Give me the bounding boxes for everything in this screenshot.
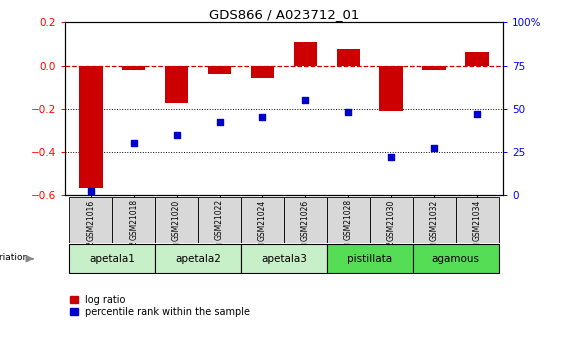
FancyBboxPatch shape xyxy=(412,244,498,273)
Text: GSM21016: GSM21016 xyxy=(86,199,95,240)
Bar xyxy=(380,66,403,111)
FancyBboxPatch shape xyxy=(198,197,241,243)
FancyBboxPatch shape xyxy=(69,244,155,273)
Bar xyxy=(294,42,317,66)
Text: GSM21022: GSM21022 xyxy=(215,199,224,240)
Point xyxy=(301,97,310,103)
FancyBboxPatch shape xyxy=(155,244,241,273)
Legend: log ratio, percentile rank within the sample: log ratio, percentile rank within the sa… xyxy=(70,295,250,317)
Title: GDS866 / A023712_01: GDS866 / A023712_01 xyxy=(208,8,359,21)
Text: GSM21018: GSM21018 xyxy=(129,199,138,240)
FancyBboxPatch shape xyxy=(155,197,198,243)
Point xyxy=(344,109,353,115)
Point xyxy=(86,189,95,194)
Bar xyxy=(466,51,489,66)
Text: GSM21028: GSM21028 xyxy=(344,199,353,240)
Point xyxy=(258,115,267,120)
FancyBboxPatch shape xyxy=(241,197,284,243)
FancyBboxPatch shape xyxy=(412,197,455,243)
Bar xyxy=(251,66,274,78)
Point xyxy=(172,132,181,137)
Text: apetala3: apetala3 xyxy=(261,254,307,264)
FancyBboxPatch shape xyxy=(327,244,412,273)
Point xyxy=(429,146,438,151)
Text: pistillata: pistillata xyxy=(347,254,392,264)
Bar xyxy=(208,66,231,74)
FancyBboxPatch shape xyxy=(327,197,370,243)
Bar xyxy=(423,66,446,70)
Bar xyxy=(337,49,360,66)
FancyBboxPatch shape xyxy=(455,197,498,243)
Point xyxy=(215,120,224,125)
Text: GSM21034: GSM21034 xyxy=(472,199,481,240)
FancyBboxPatch shape xyxy=(241,244,327,273)
FancyBboxPatch shape xyxy=(112,197,155,243)
Point xyxy=(472,111,481,117)
Text: agamous: agamous xyxy=(432,254,480,264)
Bar xyxy=(165,66,188,103)
Text: GSM21024: GSM21024 xyxy=(258,199,267,240)
Text: GSM21032: GSM21032 xyxy=(429,199,438,240)
FancyBboxPatch shape xyxy=(284,197,327,243)
Point xyxy=(386,154,396,160)
FancyBboxPatch shape xyxy=(370,197,412,243)
Text: GSM21020: GSM21020 xyxy=(172,199,181,240)
Text: GSM21030: GSM21030 xyxy=(386,199,396,240)
Point xyxy=(129,140,138,146)
Text: GSM21026: GSM21026 xyxy=(301,199,310,240)
Bar xyxy=(79,66,102,188)
Text: genotype/variation: genotype/variation xyxy=(0,253,29,262)
Text: apetala1: apetala1 xyxy=(89,254,135,264)
Text: apetala2: apetala2 xyxy=(175,254,221,264)
FancyBboxPatch shape xyxy=(69,197,112,243)
Bar xyxy=(122,66,145,70)
